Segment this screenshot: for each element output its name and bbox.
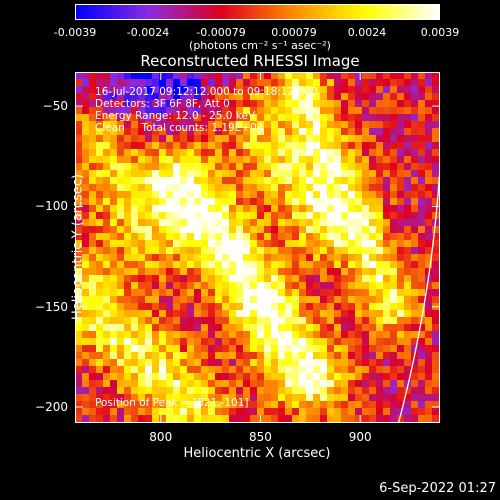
solar-limb (397, 155, 440, 423)
info-time-range: 16-Jul-2017 09:12:12.000 to 09:18:12.000 (95, 86, 318, 98)
y-tick-label: −200 (35, 399, 68, 414)
colorbar-tick-label: -0.00079 (196, 26, 246, 39)
heatmap-cells (75, 72, 440, 423)
x-tick-label: 850 (249, 430, 272, 444)
info-detectors: Detectors: 3F 6F 8F, Att 0 (95, 98, 230, 110)
x-axis-label: Heliocentric X (arcsec) (183, 446, 331, 461)
colorbar-tick-label: 0.00079 (271, 26, 317, 39)
x-tick-label: 800 (149, 430, 173, 444)
y-tick-label: −150 (35, 299, 68, 314)
colorbar (75, 4, 440, 20)
x-tick-label: 900 (348, 430, 372, 444)
axis-ticks (75, 72, 440, 423)
colorbar-tick-label: -0.0024 (126, 26, 170, 39)
y-tick-label: −100 (35, 199, 68, 214)
chart-title: Reconstructed RHESSI Image (140, 52, 360, 70)
colorbar-tick-label: 0.0024 (347, 26, 387, 39)
image-plot (75, 72, 440, 423)
info-clean-counts: Clean Total counts: 1.19E+04 (95, 122, 264, 134)
colorbar-units: (photons cm⁻² s⁻¹ asec⁻²) (189, 39, 331, 52)
peak-position: Position of Peak = [821,-101] (95, 397, 249, 409)
y-tick-label: −50 (42, 99, 68, 114)
info-energy-range: Energy Range: 12.0 - 25.0 keV (95, 110, 256, 122)
timestamp: 6-Sep-2022 01:27 (379, 481, 496, 496)
colorbar-tick-label: 0.0039 (420, 26, 460, 39)
y-axis-label: Heliocentric Y (arcsec) (70, 174, 86, 320)
colorbar-tick-label: -0.0039 (53, 26, 97, 39)
